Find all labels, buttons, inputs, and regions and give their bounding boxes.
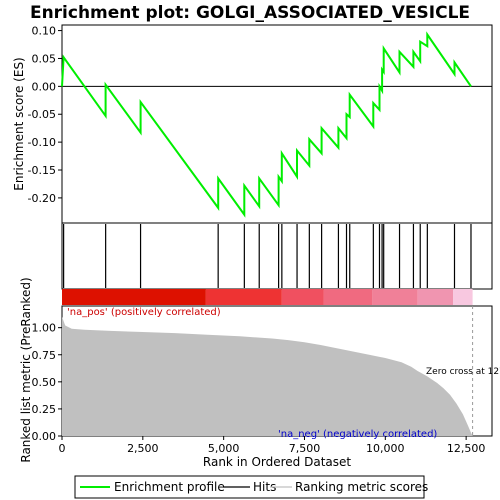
es-y-tick-label: -0.20 [28,192,56,205]
es-y-tick-label: -0.10 [28,136,56,149]
color-bar-segment [417,289,454,305]
rank-color-bar [62,289,473,305]
metric-y-tick-label: 0.00 [32,430,57,443]
ranking-metric-area [62,316,473,436]
es-y-tick-label: -0.05 [28,108,56,121]
negative-annotation: 'na_neg' (negatively correlated) [278,429,437,440]
x-tick-label: 2,500 [127,442,159,455]
hit-marks [63,224,472,288]
metric-y-tick-label: 0.75 [32,349,57,362]
x-tick-label: 7,500 [289,442,321,455]
zero-cross-annotation: Zero cross at 12700 [426,367,500,377]
chart-title: Enrichment plot: GOLGI_ASSOCIATED_VESICL… [30,3,470,23]
metric-y-tick-label: 0.25 [32,403,57,416]
metric-y-tick-label: 1.00 [32,322,57,335]
x-tick-label: 5,000 [208,442,240,455]
x-axis-label: Rank in Ordered Dataset [203,455,351,469]
metric-y-tick-label: 0.50 [32,376,57,389]
es-panel: 0.10 0.05 0.00 -0.05 -0.10 -0.15 -0.20 Enrichm… [12,24,493,224]
es-y-tick-label: 0.05 [32,52,57,65]
es-y-tick-label: 0.10 [32,25,57,38]
legend-metric-label: Ranking metric scores [295,480,428,494]
x-tick-label: 0 [59,442,66,455]
metric-y-ticks: 1.00 0.75 0.50 0.25 0.00 [32,322,62,443]
metric-panel: 1.00 0.75 0.50 0.25 0.00 'na_pos' (positivel… [19,277,500,462]
color-bar-segment [453,289,473,305]
color-bar-segment [323,289,373,305]
x-tick-label: 10,000 [366,442,405,455]
legend: Enrichment profile Hits Ranking metric s… [74,475,428,499]
es-y-ticks: 0.10 0.05 0.00 -0.05 -0.10 -0.15 -0.20 [28,25,62,205]
es-y-axis-label: Enrichment score (ES) [12,57,26,190]
color-bar-segment [372,289,418,305]
enrichment-profile-line [61,31,472,218]
es-y-tick-label: 0.00 [32,80,57,93]
x-tick-label: 12,500 [447,442,486,455]
hits-panel [61,222,493,290]
es-y-tick-label: -0.15 [28,164,56,177]
x-axis-ticks: 0 2,500 5,000 7,500 10,000 12,500 [59,436,486,455]
color-bar-segment [62,289,206,305]
color-bar-segment [205,289,282,305]
color-bar-segment [281,289,324,305]
legend-hits-label: Hits [253,480,276,494]
legend-profile-label: Enrichment profile [114,480,225,494]
es-panel-frame [61,24,493,224]
metric-y-axis-label: Ranked list metric (PreRanked) [19,277,33,462]
positive-annotation: 'na_pos' (positively correlated) [67,307,221,318]
